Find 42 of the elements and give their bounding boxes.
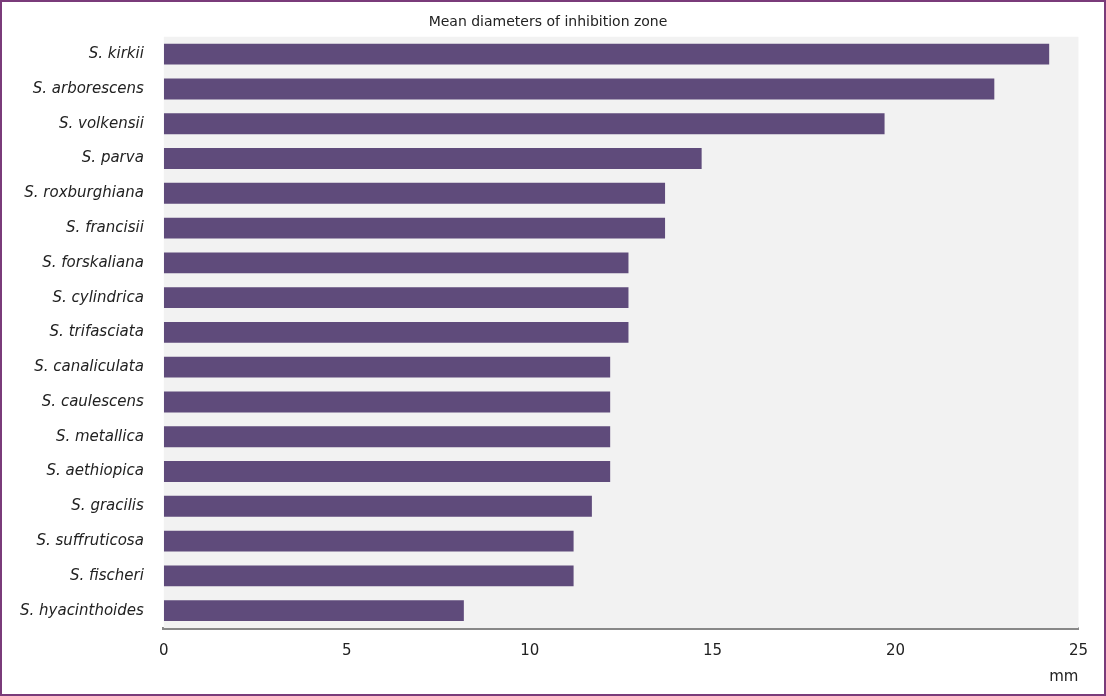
bar [163,461,611,482]
y-tick-label: S. trifasciata [49,322,144,341]
bar [163,530,574,552]
x-axis-title: mm [1049,666,1079,685]
bar [163,287,629,309]
y-tick-label: S. suffruticosa [36,530,144,549]
bar [163,182,666,204]
bar [163,113,885,135]
x-tick-label: 25 [1068,640,1088,659]
x-tick-label: 5 [342,640,352,659]
bar [163,391,611,413]
x-tick-label: 0 [159,640,169,659]
y-tick-label: S. kirkii [88,44,145,63]
y-tick-label: S. francisii [66,217,145,236]
chart-title: Mean diameters of inhibition zone [428,13,668,30]
y-tick-label: S. caulescens [41,391,145,410]
y-tick-label: S. metallica [55,426,144,445]
x-tick-label: 10 [520,640,540,659]
y-tick-label: S. parva [81,148,144,167]
bar [163,43,1050,65]
bar [163,356,611,378]
y-tick-label: S. forskaliana [42,252,144,271]
bar [163,148,702,169]
bar [163,217,666,239]
y-tick-label: S. arborescens [32,78,145,97]
x-tick-label: 15 [703,640,723,659]
y-tick-label: S. cylindrica [52,287,144,306]
bar [163,426,611,448]
y-tick-label: S. gracilis [71,496,145,515]
y-tick-label: S. hyacinthoides [19,600,145,619]
y-tick-label: S. roxburghiana [24,183,144,202]
x-tick-label: 20 [885,640,906,659]
y-tick-label: S. canaliculata [34,357,144,376]
bar [163,565,574,587]
y-tick-label: S. aethiopica [46,461,144,480]
y-tick-label: S. volkensii [58,113,145,132]
bar [163,252,629,274]
y-tick-label: S. fischeri [69,565,145,584]
bar [163,321,629,343]
bar [163,495,592,517]
bar [163,600,464,622]
bar [163,78,995,100]
